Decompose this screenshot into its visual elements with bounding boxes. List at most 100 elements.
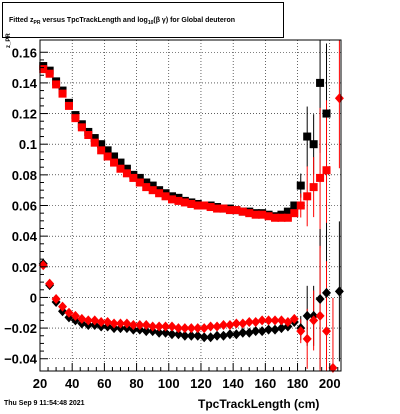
data-marker-square [110,152,119,161]
data-marker-square [180,198,189,207]
data-marker-diamond [167,329,177,340]
data-marker-diamond [238,327,248,338]
data-marker-diamond [154,327,164,338]
data-marker-square [251,210,260,219]
data-marker-square [122,164,131,173]
data-marker-diamond [225,329,235,340]
data-marker-square [148,186,157,195]
data-marker-diamond [199,323,209,334]
data-marker-square [103,146,112,155]
data-marker-diamond [315,310,325,321]
title-post: (β γ) for Global deuteron [153,17,236,24]
title-pre: Fitted z [9,17,34,24]
data-marker-square [322,109,331,118]
data-marker-diamond [334,93,344,104]
data-marker-square [97,146,106,155]
x-tick-label: 160 [254,376,276,391]
data-marker-diamond [186,323,196,334]
data-marker-diamond [206,321,216,332]
data-marker-square [219,204,228,213]
data-marker-square [84,131,93,140]
title-mid: versus TpcTrackLength and log [40,17,148,24]
data-marker-diamond [225,320,235,331]
data-marker-square [264,212,273,221]
data-marker-diamond [186,330,196,341]
data-marker-square [52,80,61,89]
data-marker-diamond [322,326,332,337]
data-marker-diamond [315,293,325,304]
y-tick-label: 0.02 [12,260,37,275]
data-marker-diamond [264,324,274,335]
data-markers [38,62,344,373]
data-marker-square [316,173,325,182]
data-marker-diamond [206,332,216,343]
data-marker-square [77,123,86,132]
data-marker-diamond [238,318,248,329]
data-marker-square [116,158,125,167]
data-marker-square [155,189,164,198]
data-marker-diamond [90,315,100,326]
data-marker-diamond [244,316,254,327]
data-marker-diamond [276,315,286,326]
x-tick-label: 100 [158,376,180,391]
data-marker-square [200,201,209,210]
data-marker-square [245,209,254,218]
data-marker-square [193,201,202,210]
data-marker-diamond [231,318,241,329]
data-marker-diamond [309,315,319,326]
data-marker-diamond [141,320,151,331]
data-marker-diamond [334,286,344,297]
data-marker-square [90,138,99,147]
data-marker-diamond [283,316,293,327]
data-marker-square [232,206,241,215]
data-marker-square [309,140,318,149]
x-tick-label: 20 [33,376,47,391]
data-marker-square [187,199,196,208]
y-tick-label: 0.08 [12,168,37,183]
data-marker-diamond [167,321,177,332]
data-marker-square [296,181,305,190]
data-marker-square [116,164,125,173]
y-tick-label: −0.02 [4,321,37,336]
data-marker-square [90,134,99,143]
data-marker-square [64,101,73,110]
data-marker-square [167,195,176,204]
data-marker-square [283,213,292,222]
data-marker-diamond [161,321,171,332]
data-marker-square [142,178,151,187]
data-marker-diamond [173,329,183,340]
y-tick-label: 0 [30,290,37,305]
data-marker-square [135,178,144,187]
x-tick-label: 200 [319,376,341,391]
x-tick-label: 180 [287,376,309,391]
data-marker-diamond [96,316,106,327]
data-marker-diamond [302,310,312,321]
data-marker-square [39,65,48,74]
title-sub-1: PR [33,20,41,26]
axes: 20 40 60 80 100 120 140 160 180 200 −0.04 −0.02 0 0.0… [4,39,342,391]
data-marker-diamond [264,315,274,326]
data-marker-diamond [276,323,286,334]
error-bars [300,40,340,371]
data-marker-diamond [64,307,74,318]
data-marker-diamond [251,326,261,337]
data-marker-diamond [173,323,183,334]
data-marker-diamond [83,315,93,326]
data-marker-square [283,207,292,216]
data-marker-diamond [296,326,306,337]
data-marker-diamond [193,323,203,334]
data-marker-diamond [38,260,48,271]
data-marker-diamond [180,323,190,334]
x-tick-label: 120 [190,376,212,391]
timestamp: Thu Sep 9 11:54:48 2021 [4,400,85,407]
x-tick-label: 60 [97,376,111,391]
data-marker-diamond [103,316,113,327]
y-tick-label: 0.06 [12,199,37,214]
data-marker-square [122,169,131,178]
data-marker-diamond [212,330,222,341]
data-marker-square [225,206,234,215]
data-marker-square [277,213,286,222]
data-marker-square [309,183,318,192]
y-tick-label: 0.12 [12,107,37,122]
